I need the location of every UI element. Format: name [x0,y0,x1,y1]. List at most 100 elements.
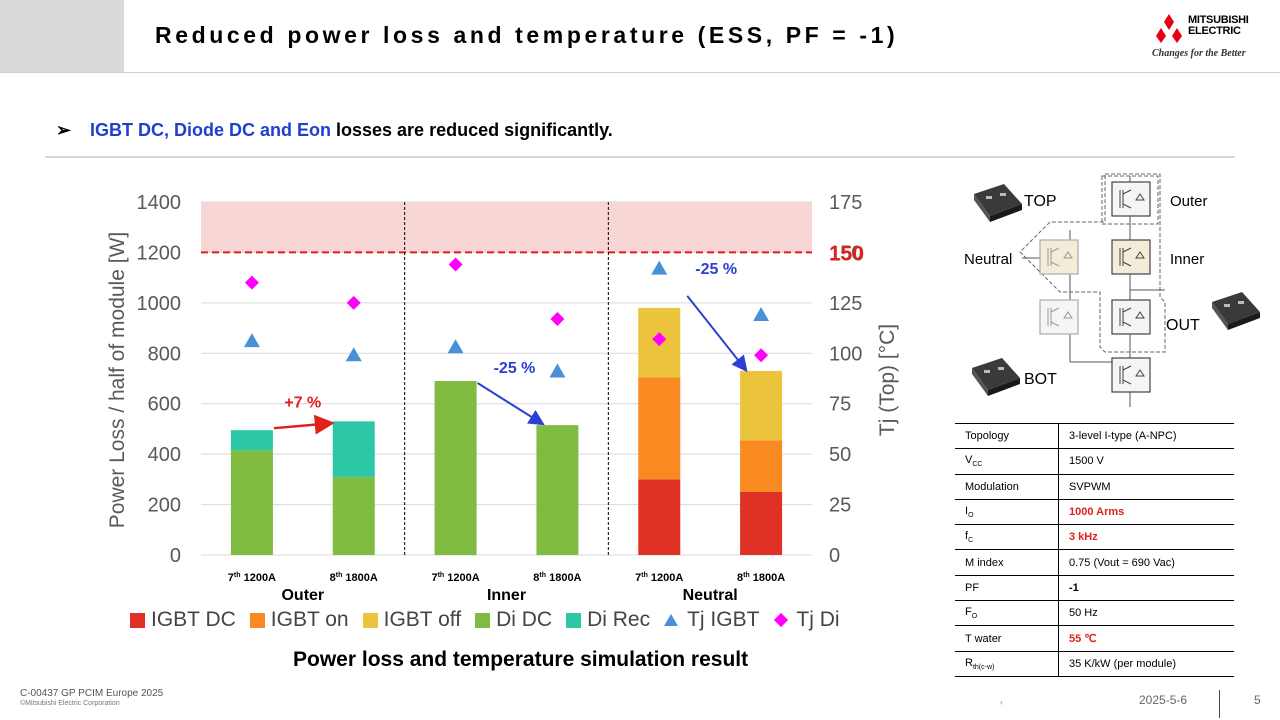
tj-igbt-marker [447,339,464,354]
category-ordinal: 7 [228,572,234,584]
category-ordinal: 8 [533,572,539,584]
category-ordinal: 7 [431,572,437,584]
annotation-arrow [477,382,545,426]
y2-tick-label: 75 [829,394,851,416]
category-label: 8th 1800A [330,572,378,584]
switch-blocks [1039,181,1151,393]
y2-tick-label: 125 [829,293,862,315]
power-loss-chart: 0 200 400 600 800 1000 1200 1400 0 25 50 75 100 125 15… [106,192,899,600]
spec-row: IO 1000 Arms [955,498,1234,525]
module-image-out [1212,292,1260,330]
chart-title: Power loss and temperature simulation re… [293,648,749,671]
footer-separator [1219,690,1220,718]
spec-row: fC 3 kHz [955,524,1234,550]
annotation-arrow [686,295,748,373]
legend-item: Tj IGBT [664,608,759,632]
footer-date: 2025-5-6 [1139,693,1188,707]
spec-key-text: V [965,454,973,467]
spec-value: 50 Hz [1058,600,1234,626]
tj-igbt-marker [549,363,566,378]
category-current: 1200A [648,572,684,584]
category-label: 7th 1200A [635,572,683,584]
footer-doc-id: C-00437 GP PCIM Europe 2025 [20,688,164,699]
igbt-symbols-faded [1047,247,1073,327]
category-current: 1200A [444,572,480,584]
limit-label: 150 [829,242,864,265]
tj-igbt-marker [345,347,362,362]
spec-key: Topology [955,422,1059,449]
bar-segment-di-rec [332,421,375,477]
spec-value: 1500 V [1058,448,1234,475]
footer-marker: ‹ [1000,697,1003,707]
y-tick-label: 200 [148,495,181,517]
tj-di-marker [550,311,565,326]
spec-value: 3 kHz [1058,524,1234,550]
header-divider [0,72,1280,73]
annotation-label: -25 % [494,360,536,377]
spec-key-text: Topology [965,430,1010,443]
tj-di-marker [754,348,769,363]
y2-tick-label: 150 [829,242,862,264]
spec-key: T water [955,625,1059,652]
bar-segment-di-dc [434,381,477,555]
legend-label: Di Rec [587,608,651,631]
legend-item: IGBT DC [130,608,236,632]
legend-swatch [249,612,265,628]
bar-segment-igbt-on [740,440,783,492]
bar-segment-igbt-on [638,377,681,480]
legend-label: Tj Di [796,608,840,631]
category-current: 1800A [546,572,582,584]
category-label: 7th 1200A [228,572,276,584]
bar-segment-di-rec [230,430,273,451]
legend-label: Di DC [496,608,553,631]
spec-key: Rth(c-w) [955,650,1059,677]
label-neutral: Neutral [964,251,1012,268]
spec-row: VCC 1500 V [955,448,1234,475]
spec-key: M index [955,549,1059,576]
spec-key-text: T water [965,632,1002,645]
label-top: TOP [1024,193,1057,210]
legend-item: IGBT on [249,608,349,632]
bullet-text: losses are reduced significantly. [331,120,613,140]
page-number: 5 [1254,693,1261,707]
y2-tick-label: 175 [829,192,862,214]
spec-key: IO [955,498,1059,525]
spec-row: Modulation SVPWM [955,473,1234,500]
spec-key-text: f [965,530,969,543]
y2-tick-label: 25 [829,495,851,517]
legend-swatch [475,612,491,628]
legend-swatch [566,612,582,628]
annotation-label: +7 % [284,394,321,411]
bar-segment-di-dc [230,450,273,555]
y-tick-label: 400 [148,444,181,466]
category-suffix: th [234,572,241,579]
spec-row: FO 50 Hz [955,600,1234,626]
tj-di-marker [244,275,259,290]
diamond-marker-icon [774,612,789,628]
spec-key-subscript: C [968,537,974,545]
y-tick-label: 0 [170,545,181,567]
bar-segment-di-dc [332,476,375,555]
y-tick-label: 800 [148,343,181,365]
category-ordinal: 8 [330,572,336,584]
group-label: Outer [281,587,324,600]
spec-value: 0.75 (Vout = 690 Vac) [1058,549,1234,576]
spec-key-text: R [965,656,973,669]
category-ordinal: 7 [635,572,641,584]
mitsubishi-logo: MITSUBISHI ELECTRIC Changes for the Bett… [1152,12,1264,62]
label-outer: Outer [1170,193,1208,210]
chart-legend: IGBT DC IGBT on IGBT off Di DC Di Rec Tj IGBT… [130,608,854,632]
spec-value: SVPWM [1058,473,1234,500]
header-accent-block [0,0,124,72]
bullet-highlight: IGBT DC, Diode DC and Eon [90,120,331,140]
bar-segment-igbt-dc [638,479,681,555]
spec-row: Rth(c-w) 35 K/kW (per module) [955,650,1234,677]
slide-title: Reduced power loss and temperature (ESS,… [155,22,899,48]
section-divider [45,156,1235,158]
label-inner: Inner [1170,251,1204,268]
y2-tick-label: 0 [829,545,840,567]
tj-di-marker [652,332,667,347]
category-suffix: th [438,572,445,579]
legend-swatch [130,612,145,628]
y-tick-label: 1200 [137,242,182,264]
